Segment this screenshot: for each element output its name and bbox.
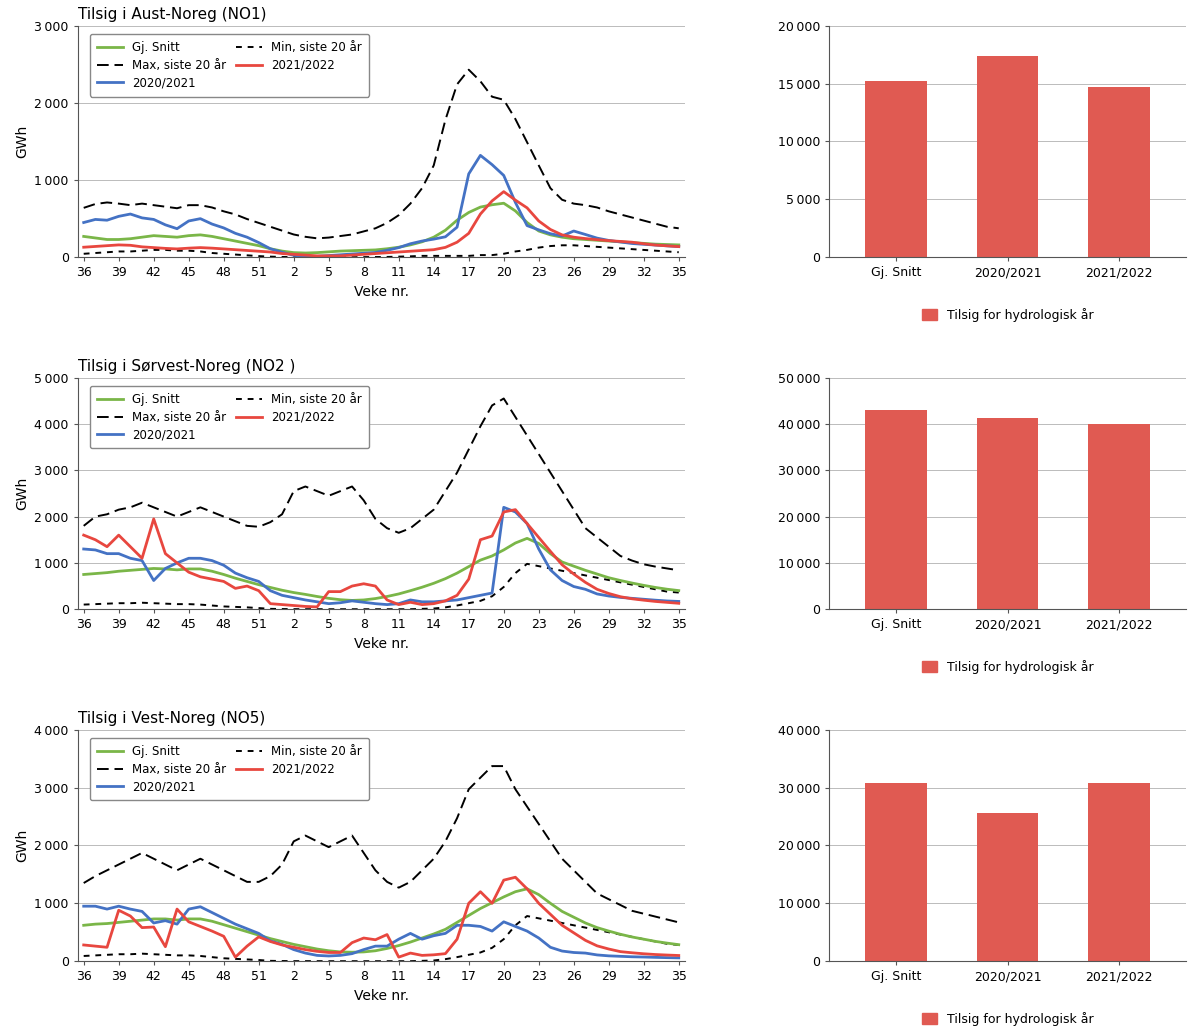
Y-axis label: GWh: GWh	[14, 124, 29, 158]
Legend: Gj. Snitt, Max, siste 20 år, 2020/2021, Min, siste 20 år, 2021/2022: Gj. Snitt, Max, siste 20 år, 2020/2021, …	[90, 34, 369, 97]
Bar	[865, 81, 927, 257]
X-axis label: Veke nr.: Veke nr.	[353, 285, 409, 299]
Bar	[1089, 424, 1150, 610]
Legend: Tilsig for hydrologisk år: Tilsig for hydrologisk år	[916, 655, 1099, 678]
X-axis label: Veke nr.: Veke nr.	[353, 636, 409, 651]
Text: Tilsig i Aust-Noreg (NO1): Tilsig i Aust-Noreg (NO1)	[78, 7, 266, 22]
Bar	[976, 813, 1039, 961]
Bar	[1089, 783, 1150, 961]
Legend: Tilsig for hydrologisk år: Tilsig for hydrologisk år	[916, 1006, 1099, 1028]
Legend: Tilsig for hydrologisk år: Tilsig for hydrologisk år	[916, 303, 1099, 327]
Text: Tilsig i Vest-Noreg (NO5): Tilsig i Vest-Noreg (NO5)	[78, 710, 265, 726]
Bar	[865, 783, 927, 961]
Legend: Gj. Snitt, Max, siste 20 år, 2020/2021, Min, siste 20 år, 2021/2022: Gj. Snitt, Max, siste 20 år, 2020/2021, …	[90, 738, 369, 801]
Bar	[1089, 87, 1150, 257]
Text: Tilsig i Sørvest-Noreg (NO2 ): Tilsig i Sørvest-Noreg (NO2 )	[78, 359, 295, 374]
X-axis label: Veke nr.: Veke nr.	[353, 989, 409, 1002]
Bar	[976, 418, 1039, 610]
Bar	[865, 410, 927, 610]
Y-axis label: GWh: GWh	[14, 829, 29, 862]
Y-axis label: GWh: GWh	[14, 477, 29, 510]
Bar	[976, 56, 1039, 257]
Legend: Gj. Snitt, Max, siste 20 år, 2020/2021, Min, siste 20 år, 2021/2022: Gj. Snitt, Max, siste 20 år, 2020/2021, …	[90, 386, 369, 448]
